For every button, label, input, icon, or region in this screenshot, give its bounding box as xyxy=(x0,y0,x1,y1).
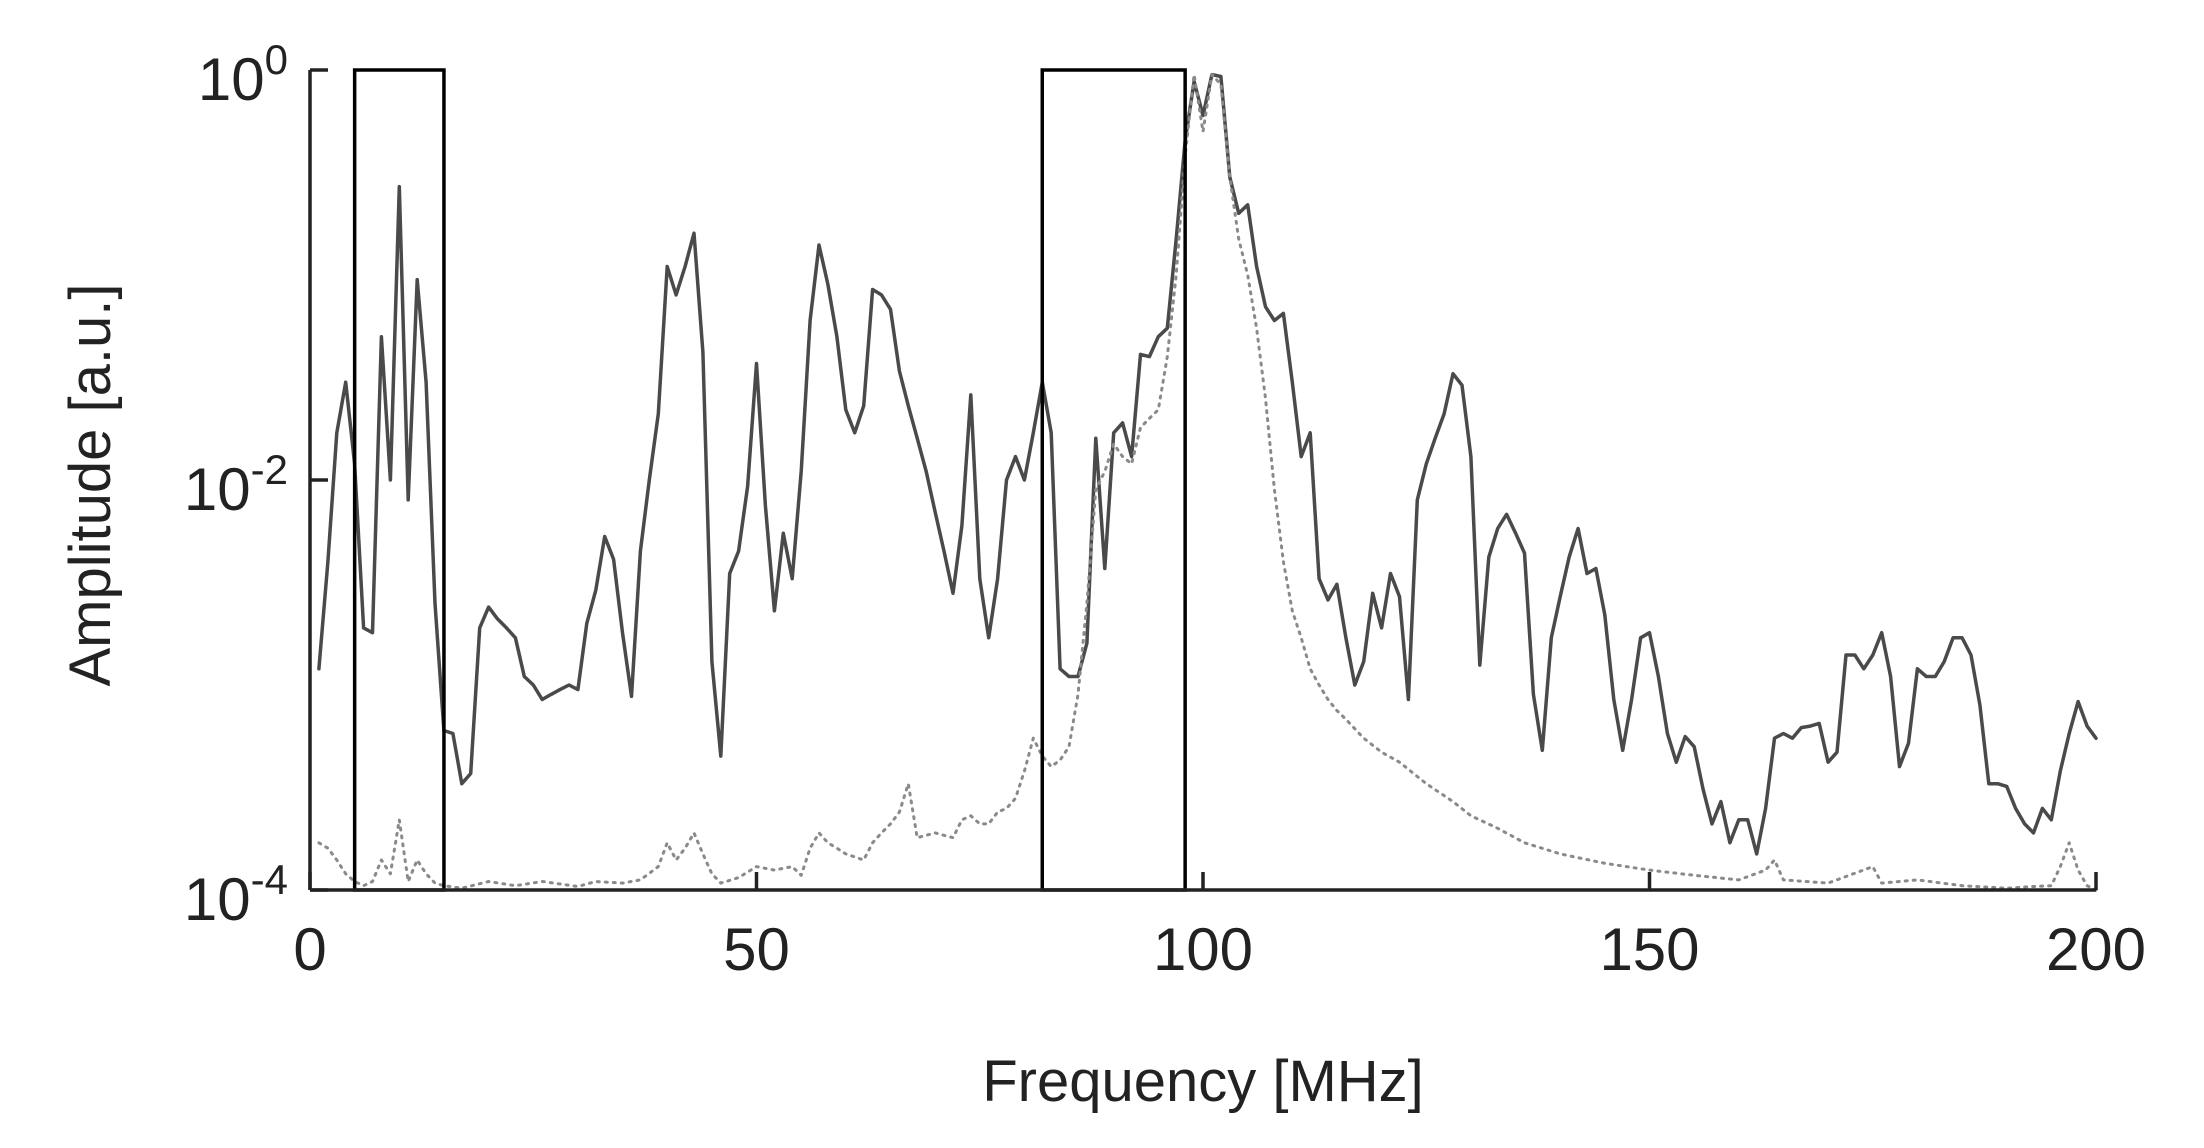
x-tick-label-0: 0 xyxy=(293,916,326,983)
tick-label-layer: 0 50 100 150 200 10-4 10-2 100 xyxy=(184,36,2146,983)
y-tick-label--2: 10-2 xyxy=(184,446,288,523)
x-tick-label-50: 50 xyxy=(723,916,790,983)
y-tick-label-0: 100 xyxy=(198,36,288,113)
y-axis-label: Amplitude [a.u.] xyxy=(58,284,123,687)
x-tick-label-100: 100 xyxy=(1153,916,1253,983)
series-line-1-solid xyxy=(317,72,2098,856)
series-line-2-dotted xyxy=(317,73,2098,892)
x-tick-label-200: 200 xyxy=(2046,916,2146,983)
y-tick-label--4: 10-4 xyxy=(184,856,288,933)
series-layer xyxy=(317,72,2098,892)
x-axis-label: Frequency [MHz] xyxy=(982,1049,1424,1114)
x-tick-label-150: 150 xyxy=(1599,916,1699,983)
